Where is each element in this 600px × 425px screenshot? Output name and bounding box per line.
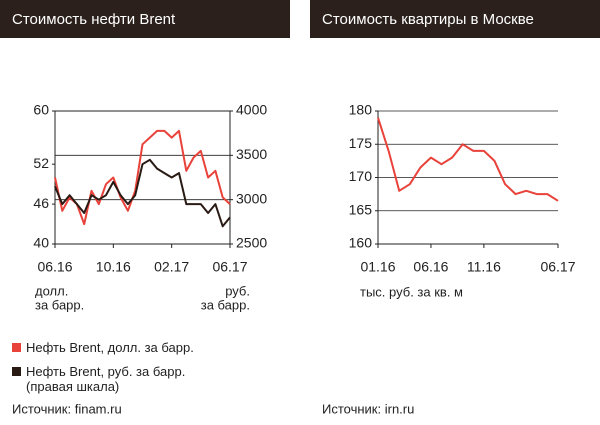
y2-tick-label: 3000: [236, 190, 267, 206]
y-tick-label: 40: [33, 235, 49, 251]
y2-unit: за барр.: [201, 297, 250, 312]
y-tick-label: 46: [33, 195, 49, 211]
legend-label: Нефть Brent, руб. за барр. (правая шкала…: [26, 364, 186, 394]
x-tick-label: 06.16: [37, 259, 72, 275]
x-unit: тыс. руб. за кв. м: [360, 284, 463, 299]
plot-frame: [54, 110, 231, 245]
y-tick-label: 52: [33, 155, 49, 171]
y-tick-label: 180: [349, 102, 373, 118]
data-line: [54, 129, 231, 226]
header-bar: [0, 0, 290, 38]
y-unit: долл.: [35, 283, 68, 298]
source: Источник: finam.ru: [12, 401, 122, 416]
legend-entry: Нефть Brent, руб. за барр. (правая шкала…: [12, 364, 212, 394]
y-tick-label: 160: [349, 235, 373, 251]
y-tick-label: 165: [349, 201, 373, 217]
legend-swatch: [12, 343, 21, 352]
legend-swatch: [12, 367, 21, 376]
legend-label: Нефть Brent, долл. за барр.: [26, 340, 194, 355]
header-bar: [310, 0, 600, 38]
y-unit: за барр.: [35, 297, 84, 312]
x-tick-label: 10.16: [96, 259, 131, 275]
x-tick-label: 01.16: [360, 259, 395, 275]
y-tick-label: 175: [349, 135, 373, 151]
data-line: [54, 158, 231, 228]
x-tick-label: 06.17: [212, 259, 247, 275]
y2-tick-label: 4000: [236, 102, 267, 118]
data-line: [377, 117, 559, 202]
y2-unit: руб.: [225, 283, 250, 298]
y-tick-label: 170: [349, 168, 373, 184]
legend-entry: Нефть Brent, долл. за барр.: [12, 340, 212, 355]
chart-title: Стоимость нефти Brent: [12, 11, 176, 28]
x-tick-label: 02.17: [154, 259, 189, 275]
x-tick-label: 06.16: [413, 259, 448, 275]
y2-tick-label: 3500: [236, 146, 267, 162]
source: Источник: irn.ru: [322, 401, 414, 416]
x-tick-label: 06.17: [540, 259, 575, 275]
y2-tick-label: 2500: [236, 235, 267, 251]
x-tick-label: 11.16: [467, 259, 501, 275]
chart-title: Стоимость квартиры в Москве: [322, 11, 534, 28]
y-tick-label: 60: [33, 102, 49, 118]
